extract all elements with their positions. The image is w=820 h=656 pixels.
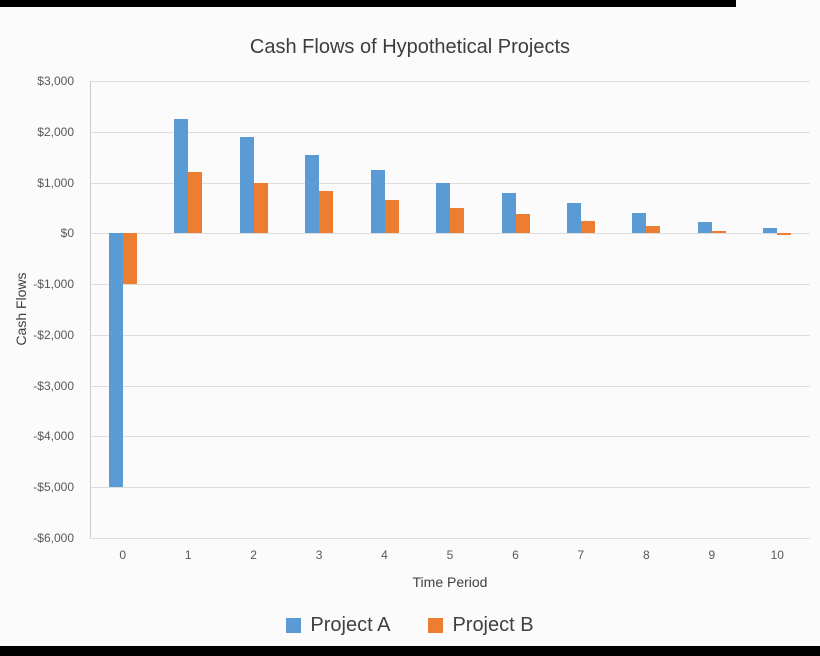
y-tick-label: $2,000 xyxy=(37,124,74,139)
gridline--5000 xyxy=(90,487,810,489)
y-tick-label: $0 xyxy=(60,226,74,241)
bar-project-b-period-6 xyxy=(515,214,530,234)
legend-item-project-b: Project B xyxy=(428,614,534,637)
bar-project-b-period-2 xyxy=(253,182,268,234)
bottom-border-bar xyxy=(0,646,820,656)
bar-project-b-period-3 xyxy=(319,191,334,234)
legend-swatch-project-b xyxy=(428,618,444,633)
bar-project-a-period-7 xyxy=(566,202,581,234)
gridline--6000 xyxy=(90,538,810,539)
x-tick-label-8: 8 xyxy=(643,548,650,562)
bar-project-b-period-1 xyxy=(188,172,203,234)
bar-project-b-period-4 xyxy=(384,200,399,234)
bar-project-b-period-9 xyxy=(711,230,726,234)
x-tick-label-2: 2 xyxy=(250,548,257,562)
bar-project-a-period-4 xyxy=(370,169,385,234)
x-tick-label-4: 4 xyxy=(381,548,388,562)
y-axis-line xyxy=(90,81,91,538)
bar-project-a-period-1 xyxy=(174,119,189,234)
x-tick-label-9: 9 xyxy=(708,548,716,562)
y-tick-label: $1,000 xyxy=(37,175,74,190)
legend-label-project-a: Project A xyxy=(310,614,391,636)
plot-area xyxy=(90,81,810,539)
x-axis-title: Time Period xyxy=(412,574,488,590)
x-tick-label-3: 3 xyxy=(315,548,323,562)
gridline-0 xyxy=(90,233,810,235)
x-tick-label-5: 5 xyxy=(446,548,454,562)
bar-project-a-period-0 xyxy=(108,233,123,488)
x-tick-label-6: 6 xyxy=(512,548,519,562)
y-tick-label: -$5,000 xyxy=(33,480,74,495)
chart-title: Cash Flows of Hypothetical Projects xyxy=(249,36,571,58)
bar-project-b-period-8 xyxy=(646,225,661,234)
y-tick-label: -$4,000 xyxy=(33,429,74,444)
y-tick-label: -$3,000 xyxy=(33,378,74,393)
legend-item-project-a: Project A xyxy=(286,614,390,637)
bar-project-a-period-5 xyxy=(436,182,450,234)
bar-project-a-period-3 xyxy=(305,154,320,234)
bar-project-b-period-5 xyxy=(450,207,464,234)
top-border-bar xyxy=(0,0,736,7)
bar-project-b-period-10 xyxy=(777,233,792,235)
bar-project-a-period-8 xyxy=(632,213,647,234)
legend-swatch-project-a xyxy=(286,618,302,633)
bar-project-b-period-0 xyxy=(122,233,137,285)
x-tick-label-1: 1 xyxy=(184,548,192,562)
gridline--4000 xyxy=(90,436,810,438)
gridline--3000 xyxy=(90,385,810,387)
y-axis-tick-labels: $3,000 $2,000 $1,000 $0 -$1,000 -$2,000 -$3,00… xyxy=(0,74,82,545)
gridline-1000 xyxy=(90,182,810,184)
gridline--1000 xyxy=(90,284,810,286)
x-tick-label-7: 7 xyxy=(577,548,585,562)
legend-label-project-b: Project B xyxy=(452,614,534,636)
gridline--2000 xyxy=(90,334,810,336)
x-axis-tick-labels: 0 1 2 3 4 5 6 7 8 9 10 xyxy=(90,548,810,564)
gridline-3000 xyxy=(90,81,810,82)
bar-project-a-period-6 xyxy=(501,192,516,234)
y-tick-label: $3,000 xyxy=(37,74,74,88)
x-tick-label-0: 0 xyxy=(119,548,127,562)
y-tick-label: -$1,000 xyxy=(33,277,74,292)
legend: Project A Project B xyxy=(0,614,820,637)
bar-project-a-period-2 xyxy=(239,136,254,234)
bar-project-a-period-10 xyxy=(763,228,778,234)
y-tick-label: -$6,000 xyxy=(33,531,74,545)
gridline-2000 xyxy=(90,131,810,133)
bar-project-a-period-9 xyxy=(697,221,712,234)
x-tick-label-10: 10 xyxy=(770,548,784,562)
bar-project-b-period-7 xyxy=(580,220,595,234)
y-tick-label: -$2,000 xyxy=(33,327,74,342)
